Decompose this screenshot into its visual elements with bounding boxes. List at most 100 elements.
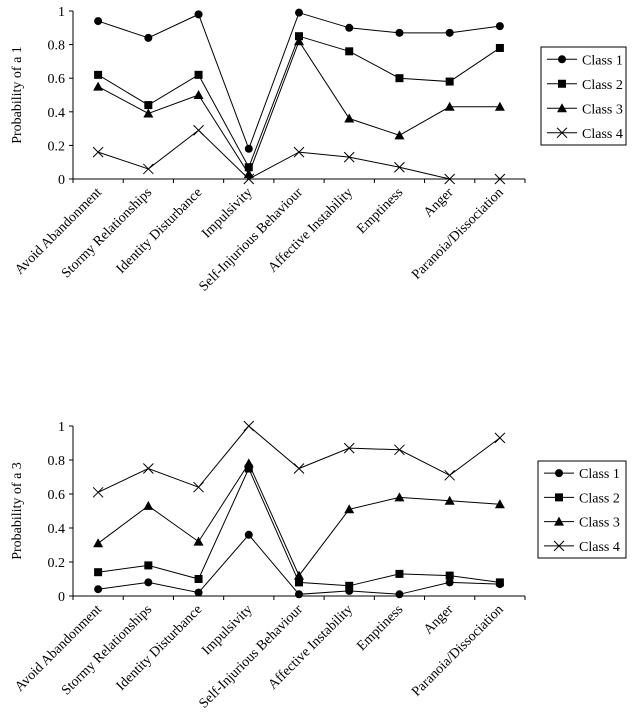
data-point-class-4: [193, 124, 204, 136]
data-point-class-4: [142, 163, 154, 175]
data-point-class-3: [394, 492, 405, 502]
legend-box: [540, 46, 627, 146]
legend-label: Class 3: [579, 516, 620, 531]
data-point-class-4: [92, 146, 104, 158]
data-point-class-1: [395, 590, 404, 599]
x-tick-label: Emptiness: [354, 185, 406, 237]
y-tick-label: 0.6: [48, 72, 66, 87]
data-point-class-3: [193, 90, 204, 99]
data-point-class-2: [345, 581, 354, 590]
x-tick-label: Emptiness: [354, 602, 406, 654]
x-tick-label: Identity Disturbance: [114, 602, 206, 694]
data-point-class-2: [194, 575, 203, 583]
data-point-class-2: [445, 77, 454, 86]
legend-marker-class-1: [555, 469, 563, 478]
legend-marker-class-3: [554, 516, 564, 526]
data-point-class-2: [194, 70, 203, 79]
data-point-class-3: [143, 500, 154, 510]
y-tick-label: 0.2: [48, 139, 66, 154]
data-point-class-3: [344, 113, 355, 123]
data-point-class-2: [495, 578, 504, 587]
x-tick-label: Stormy Relationships: [59, 602, 155, 698]
x-tick-label: Stormy Relationships: [59, 185, 155, 281]
data-point-class-2: [244, 163, 253, 172]
data-point-class-4: [193, 481, 204, 493]
data-point-class-3: [394, 130, 405, 140]
y-tick-label: 0: [58, 590, 65, 605]
data-point-class-4: [293, 463, 305, 474]
x-tick-label: Paranoia/Dissociation: [409, 602, 506, 699]
data-point-class-1: [445, 28, 454, 37]
data-point-class-3: [444, 495, 455, 505]
data-point-class-1: [244, 530, 253, 539]
data-point-class-3: [494, 101, 505, 111]
data-point-class-2: [144, 561, 153, 570]
data-point-class-2: [244, 464, 253, 473]
data-point-class-1: [194, 10, 203, 19]
data-point-class-2: [445, 571, 454, 580]
data-point-class-1: [345, 23, 354, 32]
legend-marker-class-4: [556, 127, 568, 139]
legend-marker-class-2: [555, 493, 563, 502]
data-point-class-2: [395, 74, 404, 83]
data-point-class-4: [494, 432, 506, 444]
y-tick-label: 0.6: [48, 488, 66, 503]
x-tick-label: Avoid Abandonment: [12, 185, 105, 278]
data-point-class-1: [144, 578, 153, 587]
data-point-class-1: [295, 590, 303, 599]
data-point-class-4: [444, 173, 456, 185]
data-point-class-1: [144, 33, 153, 42]
y-tick-label: 1: [58, 5, 65, 20]
data-point-class-3: [243, 458, 254, 468]
legend-marker-class-2: [558, 79, 566, 88]
data-point-class-1: [395, 28, 404, 37]
data-point-class-1: [194, 588, 203, 597]
y-tick-label: 0.4: [48, 522, 66, 537]
legend: Class 1 Class 2 Class 3 Class 4: [537, 460, 627, 559]
x-tick-label: Identity Disturbance: [114, 185, 206, 277]
x-tick-label: Anger: [421, 602, 457, 638]
data-point-class-3: [93, 81, 104, 91]
data-point-class-2: [295, 578, 303, 587]
data-point-class-3: [93, 538, 104, 548]
legend: Class 1 Class 2 Class 3 Class 4: [540, 46, 627, 146]
y-axis-label: Probability of a 1: [10, 46, 25, 144]
data-point-class-3: [294, 36, 304, 46]
data-point-class-4: [494, 173, 506, 185]
data-point-class-3: [243, 168, 254, 178]
data-point-class-2: [495, 43, 504, 52]
x-tick-label: Avoid Abandonment: [12, 602, 105, 695]
data-point-class-4: [343, 442, 355, 454]
y-tick-label: 0.8: [48, 454, 66, 469]
data-point-class-3: [344, 504, 355, 514]
data-point-class-3: [294, 570, 304, 580]
data-point-class-4: [343, 151, 355, 163]
x-tick-label: Affective Instability: [266, 185, 356, 275]
data-point-class-3: [143, 108, 154, 118]
data-point-class-4: [243, 420, 255, 432]
data-point-class-4: [394, 161, 405, 173]
data-point-class-4: [444, 469, 456, 481]
series-line-class-2: [97, 35, 501, 169]
series-line-class-4: [97, 425, 501, 493]
data-point-class-4: [142, 463, 154, 474]
x-tick-label: Paranoia/Dissociation: [409, 185, 506, 282]
y-tick-label: 1: [58, 420, 65, 435]
data-point-class-2: [94, 70, 103, 79]
data-point-class-4: [92, 486, 104, 498]
data-point-class-1: [445, 578, 454, 587]
legend-marker-class-4: [553, 540, 565, 552]
data-point-class-4: [394, 444, 405, 456]
y-tick-label: 0.2: [48, 556, 66, 571]
y-tick-label: 0: [58, 173, 65, 188]
legend-label: Class 2: [582, 78, 623, 93]
series-line-class-2: [98, 467, 500, 587]
legend-marker-class-1: [558, 55, 566, 64]
legend-label: Class 2: [579, 491, 620, 506]
legend-label: Class 3: [582, 102, 623, 117]
series-line-class-4: [97, 129, 500, 180]
series-line-class-3: [97, 40, 500, 176]
legend-label: Class 4: [579, 540, 620, 555]
